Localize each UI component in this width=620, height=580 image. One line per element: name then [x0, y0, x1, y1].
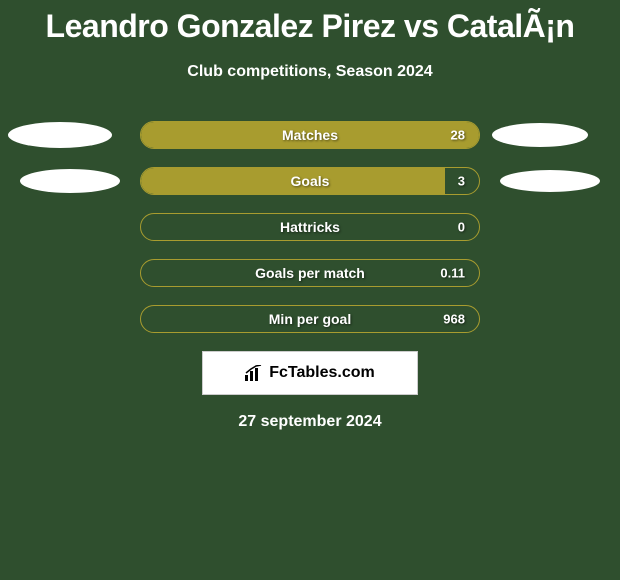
bar-label: Matches: [282, 127, 338, 143]
ellipse-decoration: [20, 169, 120, 193]
logo-box: FcTables.com: [202, 351, 418, 395]
bar-value: 28: [451, 128, 465, 143]
logo-text: FcTables.com: [245, 364, 375, 382]
bar-container: Min per goal 968: [140, 305, 480, 333]
bar-value: 3: [458, 174, 465, 189]
stat-row: Min per goal 968: [0, 305, 620, 333]
bar-container: Matches 28: [140, 121, 480, 149]
page-title: Leandro Gonzalez Pirez vs CatalÃ¡n: [0, 0, 620, 45]
ellipse-decoration: [492, 123, 588, 147]
ellipse-decoration: [500, 170, 600, 192]
bar-label: Min per goal: [269, 311, 351, 327]
bar-value: 968: [443, 312, 465, 327]
chart-area: Matches 28 Goals 3 Hattricks 0 Goals per…: [0, 121, 620, 333]
bar-container: Goals per match 0.11: [140, 259, 480, 287]
date-text: 27 september 2024: [0, 413, 620, 431]
subtitle: Club competitions, Season 2024: [0, 63, 620, 81]
bar-container: Goals 3: [140, 167, 480, 195]
stat-row: Matches 28: [0, 121, 620, 149]
stat-row: Goals 3: [0, 167, 620, 195]
bar-label: Hattricks: [280, 219, 340, 235]
bar-container: Hattricks 0: [140, 213, 480, 241]
stat-row: Goals per match 0.11: [0, 259, 620, 287]
bar-value: 0.11: [440, 266, 465, 281]
bar-label: Goals per match: [255, 265, 365, 281]
chart-icon: [245, 365, 265, 381]
ellipse-decoration: [8, 122, 112, 148]
stat-row: Hattricks 0: [0, 213, 620, 241]
logo-label: FcTables.com: [269, 364, 375, 382]
bar-value: 0: [458, 220, 465, 235]
bar-label: Goals: [291, 173, 330, 189]
